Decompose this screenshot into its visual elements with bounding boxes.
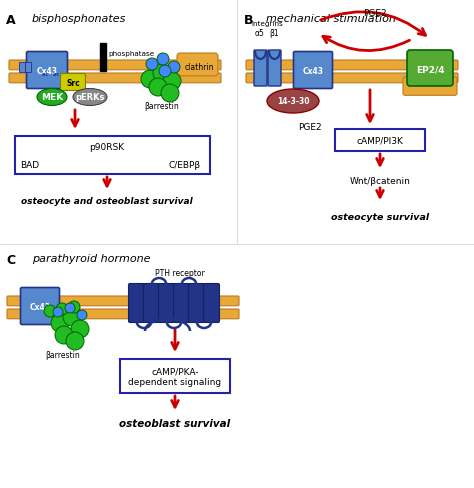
FancyBboxPatch shape: [177, 54, 218, 77]
Text: C/EBPβ: C/EBPβ: [169, 160, 201, 169]
Circle shape: [44, 305, 56, 317]
FancyBboxPatch shape: [203, 284, 219, 323]
Ellipse shape: [37, 89, 67, 106]
Circle shape: [163, 73, 181, 91]
Text: C: C: [6, 253, 15, 266]
Ellipse shape: [73, 89, 107, 106]
Text: clathrin: clathrin: [185, 63, 215, 72]
Circle shape: [71, 320, 89, 338]
FancyBboxPatch shape: [19, 63, 26, 73]
FancyBboxPatch shape: [7, 309, 239, 319]
Text: p90RSK: p90RSK: [90, 142, 125, 151]
FancyBboxPatch shape: [403, 78, 457, 96]
FancyBboxPatch shape: [254, 51, 267, 87]
Text: A: A: [6, 14, 16, 27]
FancyBboxPatch shape: [246, 61, 458, 71]
Text: Src: Src: [66, 79, 80, 87]
Text: BAD: BAD: [20, 160, 39, 169]
Text: PGE2: PGE2: [298, 122, 322, 131]
Circle shape: [159, 66, 171, 78]
Text: 14-3-30: 14-3-30: [277, 97, 309, 106]
Text: integrins: integrins: [251, 21, 283, 27]
Circle shape: [153, 65, 171, 83]
Text: cAMP/PI3K: cAMP/PI3K: [356, 136, 403, 145]
Circle shape: [157, 54, 169, 66]
FancyBboxPatch shape: [246, 74, 458, 83]
Text: osteocyte and osteoblast survival: osteocyte and osteoblast survival: [21, 196, 193, 205]
Text: src: src: [53, 71, 60, 76]
Text: phosphatase: phosphatase: [108, 51, 154, 57]
Text: PTH receptor: PTH receptor: [155, 269, 205, 278]
FancyBboxPatch shape: [9, 74, 221, 83]
FancyBboxPatch shape: [407, 51, 453, 87]
Text: α5: α5: [255, 29, 265, 39]
Text: parathyroid hormone: parathyroid hormone: [32, 253, 151, 264]
Circle shape: [53, 307, 63, 317]
Text: β1: β1: [269, 29, 279, 39]
Circle shape: [55, 326, 73, 345]
Text: Cx43: Cx43: [29, 302, 51, 311]
Ellipse shape: [267, 90, 319, 114]
Text: osteoblast survival: osteoblast survival: [119, 418, 230, 428]
Bar: [335, 130, 425, 152]
Circle shape: [68, 302, 80, 313]
Text: pERKs: pERKs: [75, 93, 105, 102]
Text: βarrestin: βarrestin: [145, 102, 179, 111]
Circle shape: [56, 304, 68, 315]
Circle shape: [146, 59, 158, 71]
Circle shape: [141, 71, 159, 89]
FancyBboxPatch shape: [268, 51, 281, 87]
Circle shape: [65, 304, 75, 313]
Circle shape: [51, 314, 69, 332]
Text: bisphosphonates: bisphosphonates: [32, 14, 127, 24]
Circle shape: [161, 85, 179, 103]
Circle shape: [66, 332, 84, 350]
Text: cAMP/PKA-
dependent signaling: cAMP/PKA- dependent signaling: [128, 366, 221, 386]
FancyBboxPatch shape: [9, 61, 221, 71]
FancyBboxPatch shape: [27, 52, 67, 89]
Text: mechanical stimulation: mechanical stimulation: [266, 14, 396, 24]
FancyBboxPatch shape: [20, 288, 60, 325]
Text: βarrestin: βarrestin: [45, 351, 80, 360]
FancyBboxPatch shape: [61, 74, 85, 91]
Circle shape: [77, 310, 87, 320]
FancyBboxPatch shape: [7, 296, 239, 306]
Text: Cx43: Cx43: [302, 66, 323, 75]
Text: PGE2: PGE2: [363, 9, 387, 19]
Text: osteocyte survival: osteocyte survival: [331, 213, 429, 222]
Circle shape: [63, 308, 81, 326]
Circle shape: [149, 79, 167, 97]
Text: Wnt/βcatenin: Wnt/βcatenin: [349, 177, 410, 186]
Bar: [100, 44, 106, 72]
Circle shape: [168, 62, 180, 74]
FancyBboxPatch shape: [26, 63, 31, 73]
FancyBboxPatch shape: [144, 284, 159, 323]
FancyBboxPatch shape: [293, 52, 332, 89]
Text: Cx43: Cx43: [36, 66, 57, 75]
Bar: [15, 137, 210, 175]
Text: B: B: [244, 14, 254, 27]
Text: src: src: [41, 71, 48, 76]
Text: MEK: MEK: [41, 93, 63, 102]
FancyBboxPatch shape: [128, 284, 145, 323]
Bar: [120, 359, 230, 393]
FancyBboxPatch shape: [189, 284, 204, 323]
Text: EP2/4: EP2/4: [416, 65, 444, 74]
FancyBboxPatch shape: [173, 284, 190, 323]
FancyBboxPatch shape: [158, 284, 174, 323]
